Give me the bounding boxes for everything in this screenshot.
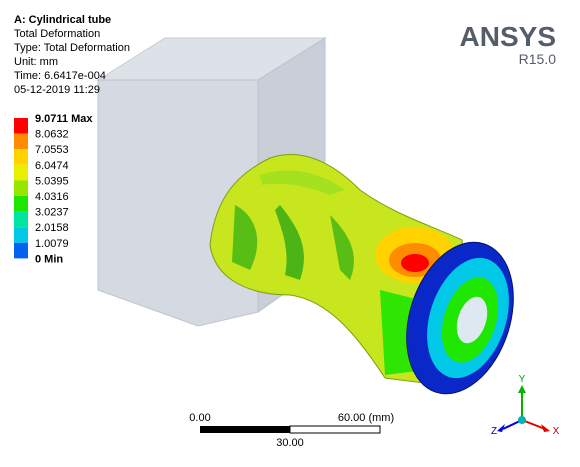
color-legend: 9.0711 Max 8.0632 7.0553 6.0474 5.0395 4.0316… (14, 113, 93, 265)
legend-swatch (14, 242, 28, 259)
scale-middle: 30.00 (276, 437, 304, 449)
result-title: A: Cylindrical tube (14, 14, 111, 26)
legend-swatch (14, 118, 28, 134)
axis-y: Y (519, 374, 526, 385)
legend-label: 6.0474 (35, 160, 69, 172)
legend-label: 7.0553 (35, 144, 69, 156)
legend-swatch (14, 133, 28, 150)
header-line: Total Deformation (14, 28, 100, 40)
scale-left: 0.00 (189, 412, 210, 424)
header-line: 05-12-2019 11:29 (14, 84, 100, 96)
legend-label: 1.0079 (35, 238, 69, 250)
header: A: Cylindrical tube Total Deformation Typ… (14, 14, 130, 96)
legend-label: 0 Min (35, 253, 63, 265)
header-line: Unit: mm (14, 56, 58, 68)
axis-z: Z (491, 426, 497, 437)
legend-label: 2.0158 (35, 222, 69, 234)
header-line: Time: 6.6417e-004 (14, 70, 106, 82)
legend-label: 8.0632 (35, 129, 69, 141)
legend-label: 9.0711 Max (35, 113, 93, 125)
axis-triad: Y X Z (491, 374, 560, 437)
legend-swatch (14, 164, 28, 181)
legend-label: 5.0395 (35, 175, 69, 187)
logo: ANSYS (460, 21, 556, 52)
deformed-tube (209, 154, 514, 395)
legend-swatch (14, 180, 28, 196)
legend-swatch (14, 227, 28, 243)
scale-bar: 0.00 60.00 (mm) 30.00 (189, 412, 394, 449)
header-line: Type: Total Deformation (14, 42, 130, 54)
legend-swatch (14, 149, 28, 165)
legend-label: 3.0237 (35, 207, 69, 219)
logo-version: R15.0 (519, 51, 557, 67)
legend-label: 4.0316 (35, 191, 69, 203)
legend-swatch (14, 211, 28, 228)
scale-right: 60.00 (mm) (338, 412, 394, 424)
legend-swatch (14, 196, 28, 212)
axis-x: X (553, 426, 560, 437)
